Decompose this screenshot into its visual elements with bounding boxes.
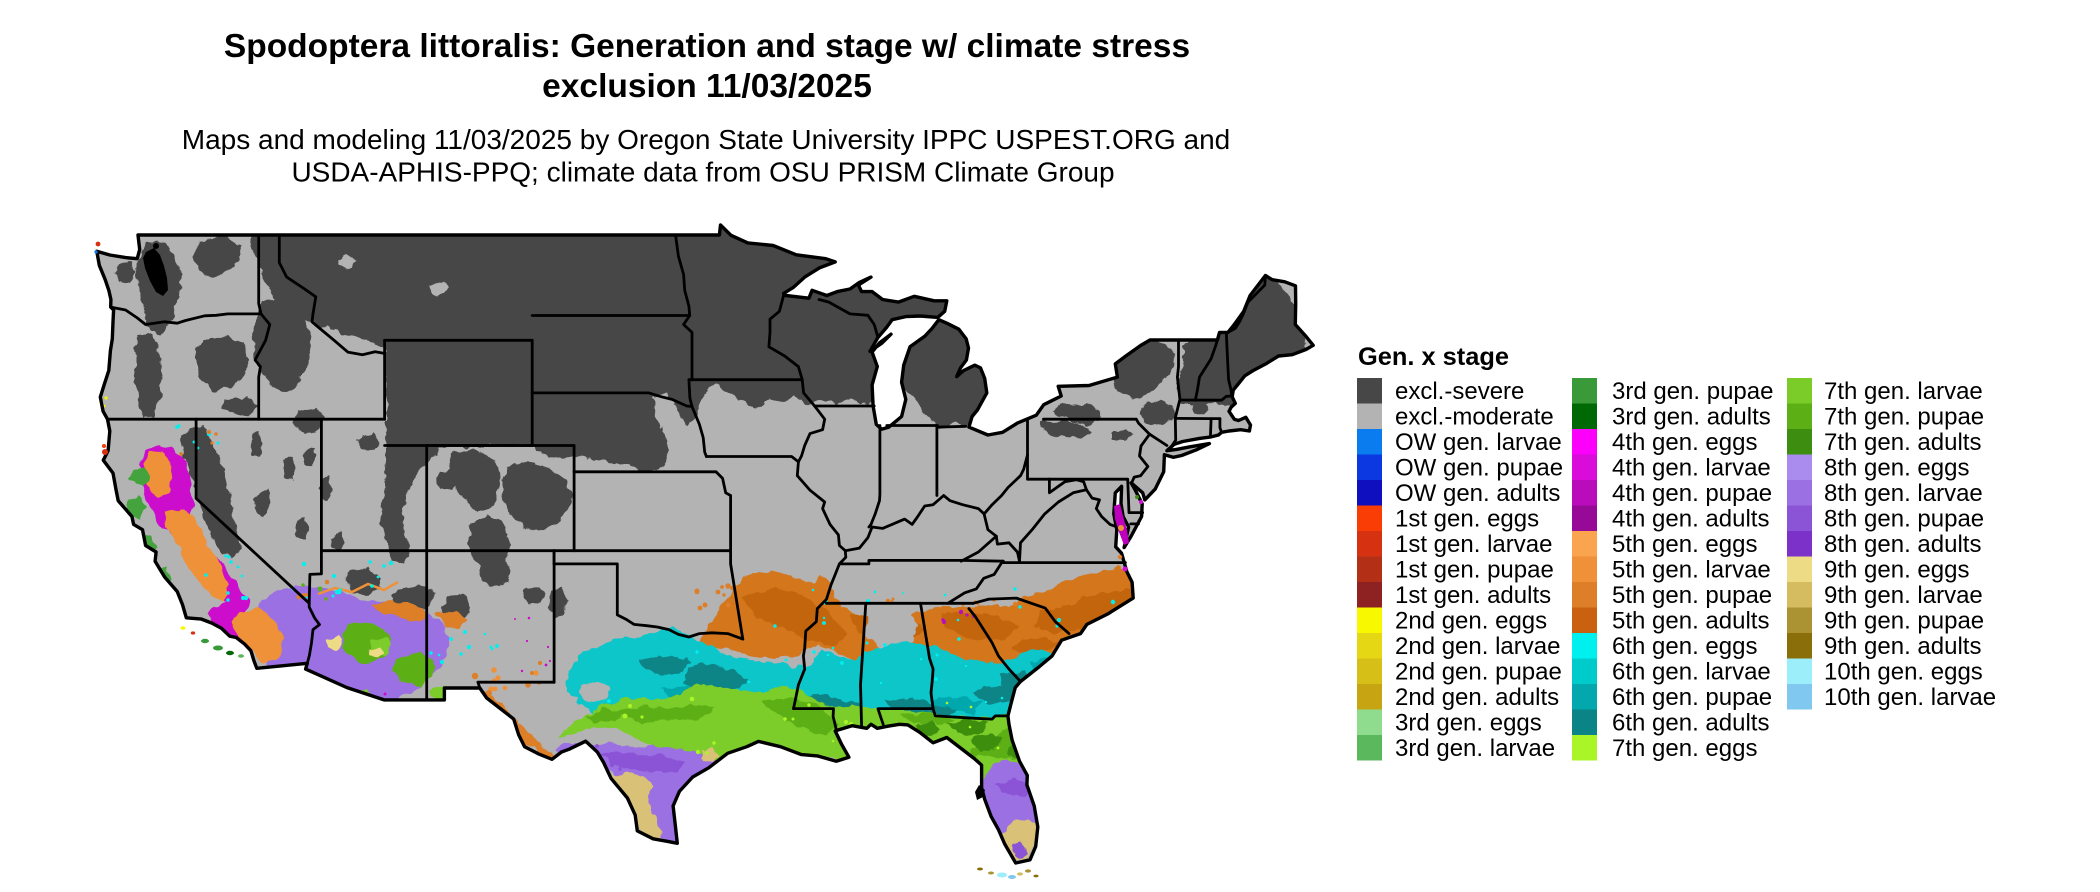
svg-text:10th gen. eggs: 10th gen. eggs — [1824, 659, 1983, 686]
svg-text:3rd gen. pupae: 3rd gen. pupae — [1612, 378, 1773, 405]
svg-text:4th gen. eggs: 4th gen. eggs — [1612, 429, 1757, 456]
svg-text:8th gen. eggs: 8th gen. eggs — [1824, 455, 1969, 482]
svg-text:4th gen. adults: 4th gen. adults — [1612, 506, 1769, 533]
svg-text:5th gen. eggs: 5th gen. eggs — [1612, 531, 1757, 558]
svg-text:2nd gen. larvae: 2nd gen. larvae — [1395, 633, 1560, 660]
svg-text:exclusion 11/03/2025: exclusion 11/03/2025 — [542, 68, 872, 105]
svg-text:OW gen. adults: OW gen. adults — [1395, 480, 1560, 507]
svg-text:1st gen. larvae: 1st gen. larvae — [1395, 531, 1552, 558]
svg-text:excl.-moderate: excl.-moderate — [1395, 404, 1554, 431]
svg-text:8th gen. larvae: 8th gen. larvae — [1824, 480, 1983, 507]
svg-text:Gen. x stage: Gen. x stage — [1358, 343, 1509, 371]
svg-text:6th gen. larvae: 6th gen. larvae — [1612, 659, 1771, 686]
svg-text:8th gen. adults: 8th gen. adults — [1824, 531, 1981, 558]
svg-text:5th gen. larvae: 5th gen. larvae — [1612, 557, 1771, 584]
svg-text:5th gen. pupae: 5th gen. pupae — [1612, 582, 1772, 609]
svg-text:OW gen. pupae: OW gen. pupae — [1395, 455, 1563, 482]
svg-text:6th gen. pupae: 6th gen. pupae — [1612, 684, 1772, 711]
svg-text:OW gen. larvae: OW gen. larvae — [1395, 429, 1562, 456]
svg-text:6th gen. eggs: 6th gen. eggs — [1612, 633, 1757, 660]
svg-text:5th gen. adults: 5th gen. adults — [1612, 608, 1769, 635]
svg-text:4th gen. pupae: 4th gen. pupae — [1612, 480, 1772, 507]
svg-text:1st gen. adults: 1st gen. adults — [1395, 582, 1551, 609]
svg-text:2nd gen. eggs: 2nd gen. eggs — [1395, 608, 1547, 635]
svg-text:Maps and modeling 11/03/2025 b: Maps and modeling 11/03/2025 by Oregon S… — [182, 124, 1230, 155]
svg-text:1st gen. pupae: 1st gen. pupae — [1395, 557, 1554, 584]
svg-text:7th gen. adults: 7th gen. adults — [1824, 429, 1981, 456]
svg-text:3rd gen. eggs: 3rd gen. eggs — [1395, 710, 1542, 737]
svg-text:USDA-APHIS-PPQ; climate data f: USDA-APHIS-PPQ; climate data from OSU PR… — [291, 157, 1114, 188]
svg-text:4th gen. larvae: 4th gen. larvae — [1612, 455, 1771, 482]
svg-text:3rd gen. adults: 3rd gen. adults — [1612, 404, 1771, 431]
svg-text:7th gen. pupae: 7th gen. pupae — [1824, 404, 1984, 431]
svg-text:6th gen. adults: 6th gen. adults — [1612, 710, 1769, 737]
svg-text:1st gen. eggs: 1st gen. eggs — [1395, 506, 1539, 533]
svg-text:9th gen. larvae: 9th gen. larvae — [1824, 582, 1983, 609]
svg-text:excl.-severe: excl.-severe — [1395, 378, 1524, 405]
svg-text:7th gen. eggs: 7th gen. eggs — [1612, 735, 1757, 762]
svg-text:9th gen. pupae: 9th gen. pupae — [1824, 608, 1984, 635]
svg-text:2nd gen. adults: 2nd gen. adults — [1395, 684, 1559, 711]
svg-text:10th gen. larvae: 10th gen. larvae — [1824, 684, 1996, 711]
svg-text:8th gen. pupae: 8th gen. pupae — [1824, 506, 1984, 533]
svg-text:2nd gen. pupae: 2nd gen. pupae — [1395, 659, 1562, 686]
svg-text:9th gen. eggs: 9th gen. eggs — [1824, 557, 1969, 584]
svg-text:7th gen. larvae: 7th gen. larvae — [1824, 378, 1983, 405]
svg-text:Spodoptera littoralis: Generat: Spodoptera littoralis: Generation and st… — [224, 28, 1190, 65]
svg-text:3rd gen. larvae: 3rd gen. larvae — [1395, 735, 1555, 762]
svg-text:9th gen. adults: 9th gen. adults — [1824, 633, 1981, 660]
